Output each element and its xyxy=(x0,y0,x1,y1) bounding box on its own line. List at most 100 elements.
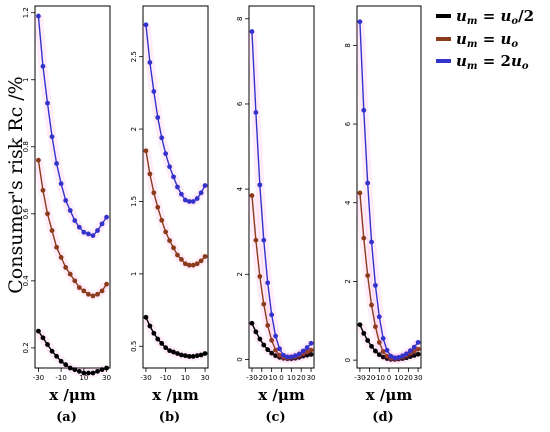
data-point-u-m-2u-o xyxy=(400,353,405,359)
data-point-u-m-u-o-2 xyxy=(415,351,421,357)
x-tick-label: 10 xyxy=(181,374,190,382)
data-point-u-m-u-o xyxy=(49,228,55,233)
y-tick-label: 0.5 xyxy=(130,341,138,352)
x-tick-label: -30 xyxy=(246,374,257,382)
data-point-u-m-2u-o xyxy=(90,233,96,239)
y-tick-label: 1.5 xyxy=(130,196,138,207)
legend-label-double-lhs: u xyxy=(456,52,467,70)
data-point-u-m-2u-o xyxy=(155,115,161,120)
y-tick-label: 8 xyxy=(344,43,352,47)
data-point-u-m-u-o xyxy=(99,288,105,294)
data-point-u-m-2u-o xyxy=(392,355,398,361)
data-point-u-m-2u-o xyxy=(257,182,263,188)
x-tick-label: 10 xyxy=(287,374,296,382)
data-point-u-m-u-o xyxy=(175,252,180,258)
data-point-u-m-u-o xyxy=(90,293,96,299)
y-tick-label: 0.2 xyxy=(22,342,30,353)
legend-label-one-lhs: u xyxy=(456,30,467,48)
data-point-u-m-u-o-2 xyxy=(194,353,200,359)
data-point-u-m-2u-o xyxy=(380,336,386,341)
legend-label-double-lhs-sub: m xyxy=(467,61,478,72)
data-point-u-m-u-o xyxy=(415,346,421,352)
data-point-u-m-2u-o xyxy=(54,161,59,166)
data-point-u-m-2u-o xyxy=(357,19,363,25)
data-point-u-m-2u-o xyxy=(45,100,50,106)
data-point-u-m-u-o-2 xyxy=(81,370,87,376)
legend-label-half-lhs: u xyxy=(456,7,467,25)
x-tick-label: 0 xyxy=(279,374,283,382)
x-tick-label: -10 xyxy=(55,374,66,382)
x-tick-label: -10 xyxy=(160,374,171,382)
data-point-u-m-u-o-2 xyxy=(411,353,417,358)
data-point-u-m-2u-o xyxy=(104,214,109,220)
data-point-u-m-u-o-2 xyxy=(261,342,267,348)
data-point-u-m-u-o-2 xyxy=(159,340,165,346)
data-point-u-m-u-o-2 xyxy=(147,323,153,329)
data-point-u-m-u-o xyxy=(261,301,267,307)
panel-label: (c) xyxy=(265,410,285,425)
y-tick-label: 0.8 xyxy=(22,141,30,152)
panel-2: 0.5 1 1.5 2 2.5 -30 -10 10 30x /μm (b) xyxy=(130,5,210,425)
data-point-u-m-u-o xyxy=(86,291,91,297)
data-point-u-m-u-o-2 xyxy=(58,358,64,364)
x-axis-label: x /μm xyxy=(49,386,96,404)
data-point-u-m-u-o-2 xyxy=(45,342,50,347)
data-point-u-m-u-o xyxy=(257,274,263,279)
legend-label-double-eq: = 2 xyxy=(478,52,511,70)
data-point-u-m-2u-o xyxy=(300,348,306,354)
data-point-u-m-u-o-2 xyxy=(171,349,176,355)
series-halo-u-m-2u-o xyxy=(141,24,209,206)
data-point-u-m-u-o-2 xyxy=(99,367,105,373)
data-point-u-m-2u-o xyxy=(179,191,184,197)
y-tick-label: 0.6 xyxy=(22,208,30,220)
data-point-u-m-2u-o xyxy=(58,181,64,187)
data-point-u-m-u-o xyxy=(171,245,176,251)
y-tick-label: 0 xyxy=(344,358,352,362)
data-point-u-m-2u-o xyxy=(388,353,394,359)
x-tick-label: 20 xyxy=(297,374,306,382)
data-point-u-m-2u-o xyxy=(167,164,172,170)
data-point-u-m-u-o xyxy=(58,254,64,260)
data-point-u-m-u-o-2 xyxy=(40,335,46,341)
series-halo-u-m-u-o-2 xyxy=(34,328,109,378)
legend-label-half-rhs-sub: o xyxy=(511,16,518,27)
data-point-u-m-u-o-2 xyxy=(365,338,371,343)
data-point-u-m-u-o-2 xyxy=(54,353,59,359)
data-point-u-m-u-o-2 xyxy=(249,320,255,326)
x-tick-label: -10 xyxy=(266,374,277,382)
x-tick-label: 10 xyxy=(79,374,88,382)
data-point-u-m-2u-o xyxy=(86,231,91,237)
legend-label-double-rhs-sub: o xyxy=(522,61,529,72)
plot-frame xyxy=(142,5,209,369)
data-point-u-m-2u-o xyxy=(198,190,204,196)
data-point-u-m-2u-o xyxy=(81,229,87,235)
y-tick-label: 0 xyxy=(236,357,244,361)
x-tick-label: -30 xyxy=(140,374,151,382)
x-tick-label: 30 xyxy=(414,374,423,382)
data-point-u-m-u-o xyxy=(253,237,259,243)
data-point-u-m-2u-o xyxy=(265,280,271,286)
panel-1: 0.2 0.4 0.6 0.8 1 1.2 -30 -10 10 30 x /μm (a) xyxy=(22,5,111,425)
data-point-u-m-u-o xyxy=(373,324,378,330)
data-point-u-m-u-o-2 xyxy=(186,354,192,359)
data-point-u-m-2u-o xyxy=(269,312,275,318)
data-point-u-m-2u-o xyxy=(186,199,192,204)
data-point-u-m-u-o xyxy=(361,235,367,241)
legend-label-half: um = uo/2 xyxy=(456,7,534,27)
data-point-u-m-2u-o xyxy=(40,63,46,69)
data-point-u-m-2u-o xyxy=(151,89,157,94)
data-point-u-m-u-o xyxy=(155,204,161,210)
data-point-u-m-u-o xyxy=(143,148,149,154)
data-point-u-m-2u-o xyxy=(67,208,73,213)
data-point-u-m-u-o-2 xyxy=(63,362,69,368)
legend-label-one-rhs-sub: o xyxy=(511,39,518,50)
data-point-u-m-u-o xyxy=(376,340,382,345)
data-point-u-m-u-o xyxy=(277,352,282,358)
data-point-u-m-u-o-2 xyxy=(179,352,184,358)
data-point-u-m-2u-o xyxy=(143,22,149,28)
data-point-u-m-u-o xyxy=(357,190,363,196)
panel-label: (d) xyxy=(372,410,393,425)
x-tick-label: 30 xyxy=(201,374,210,382)
x-tick-label: -10 xyxy=(374,374,385,382)
